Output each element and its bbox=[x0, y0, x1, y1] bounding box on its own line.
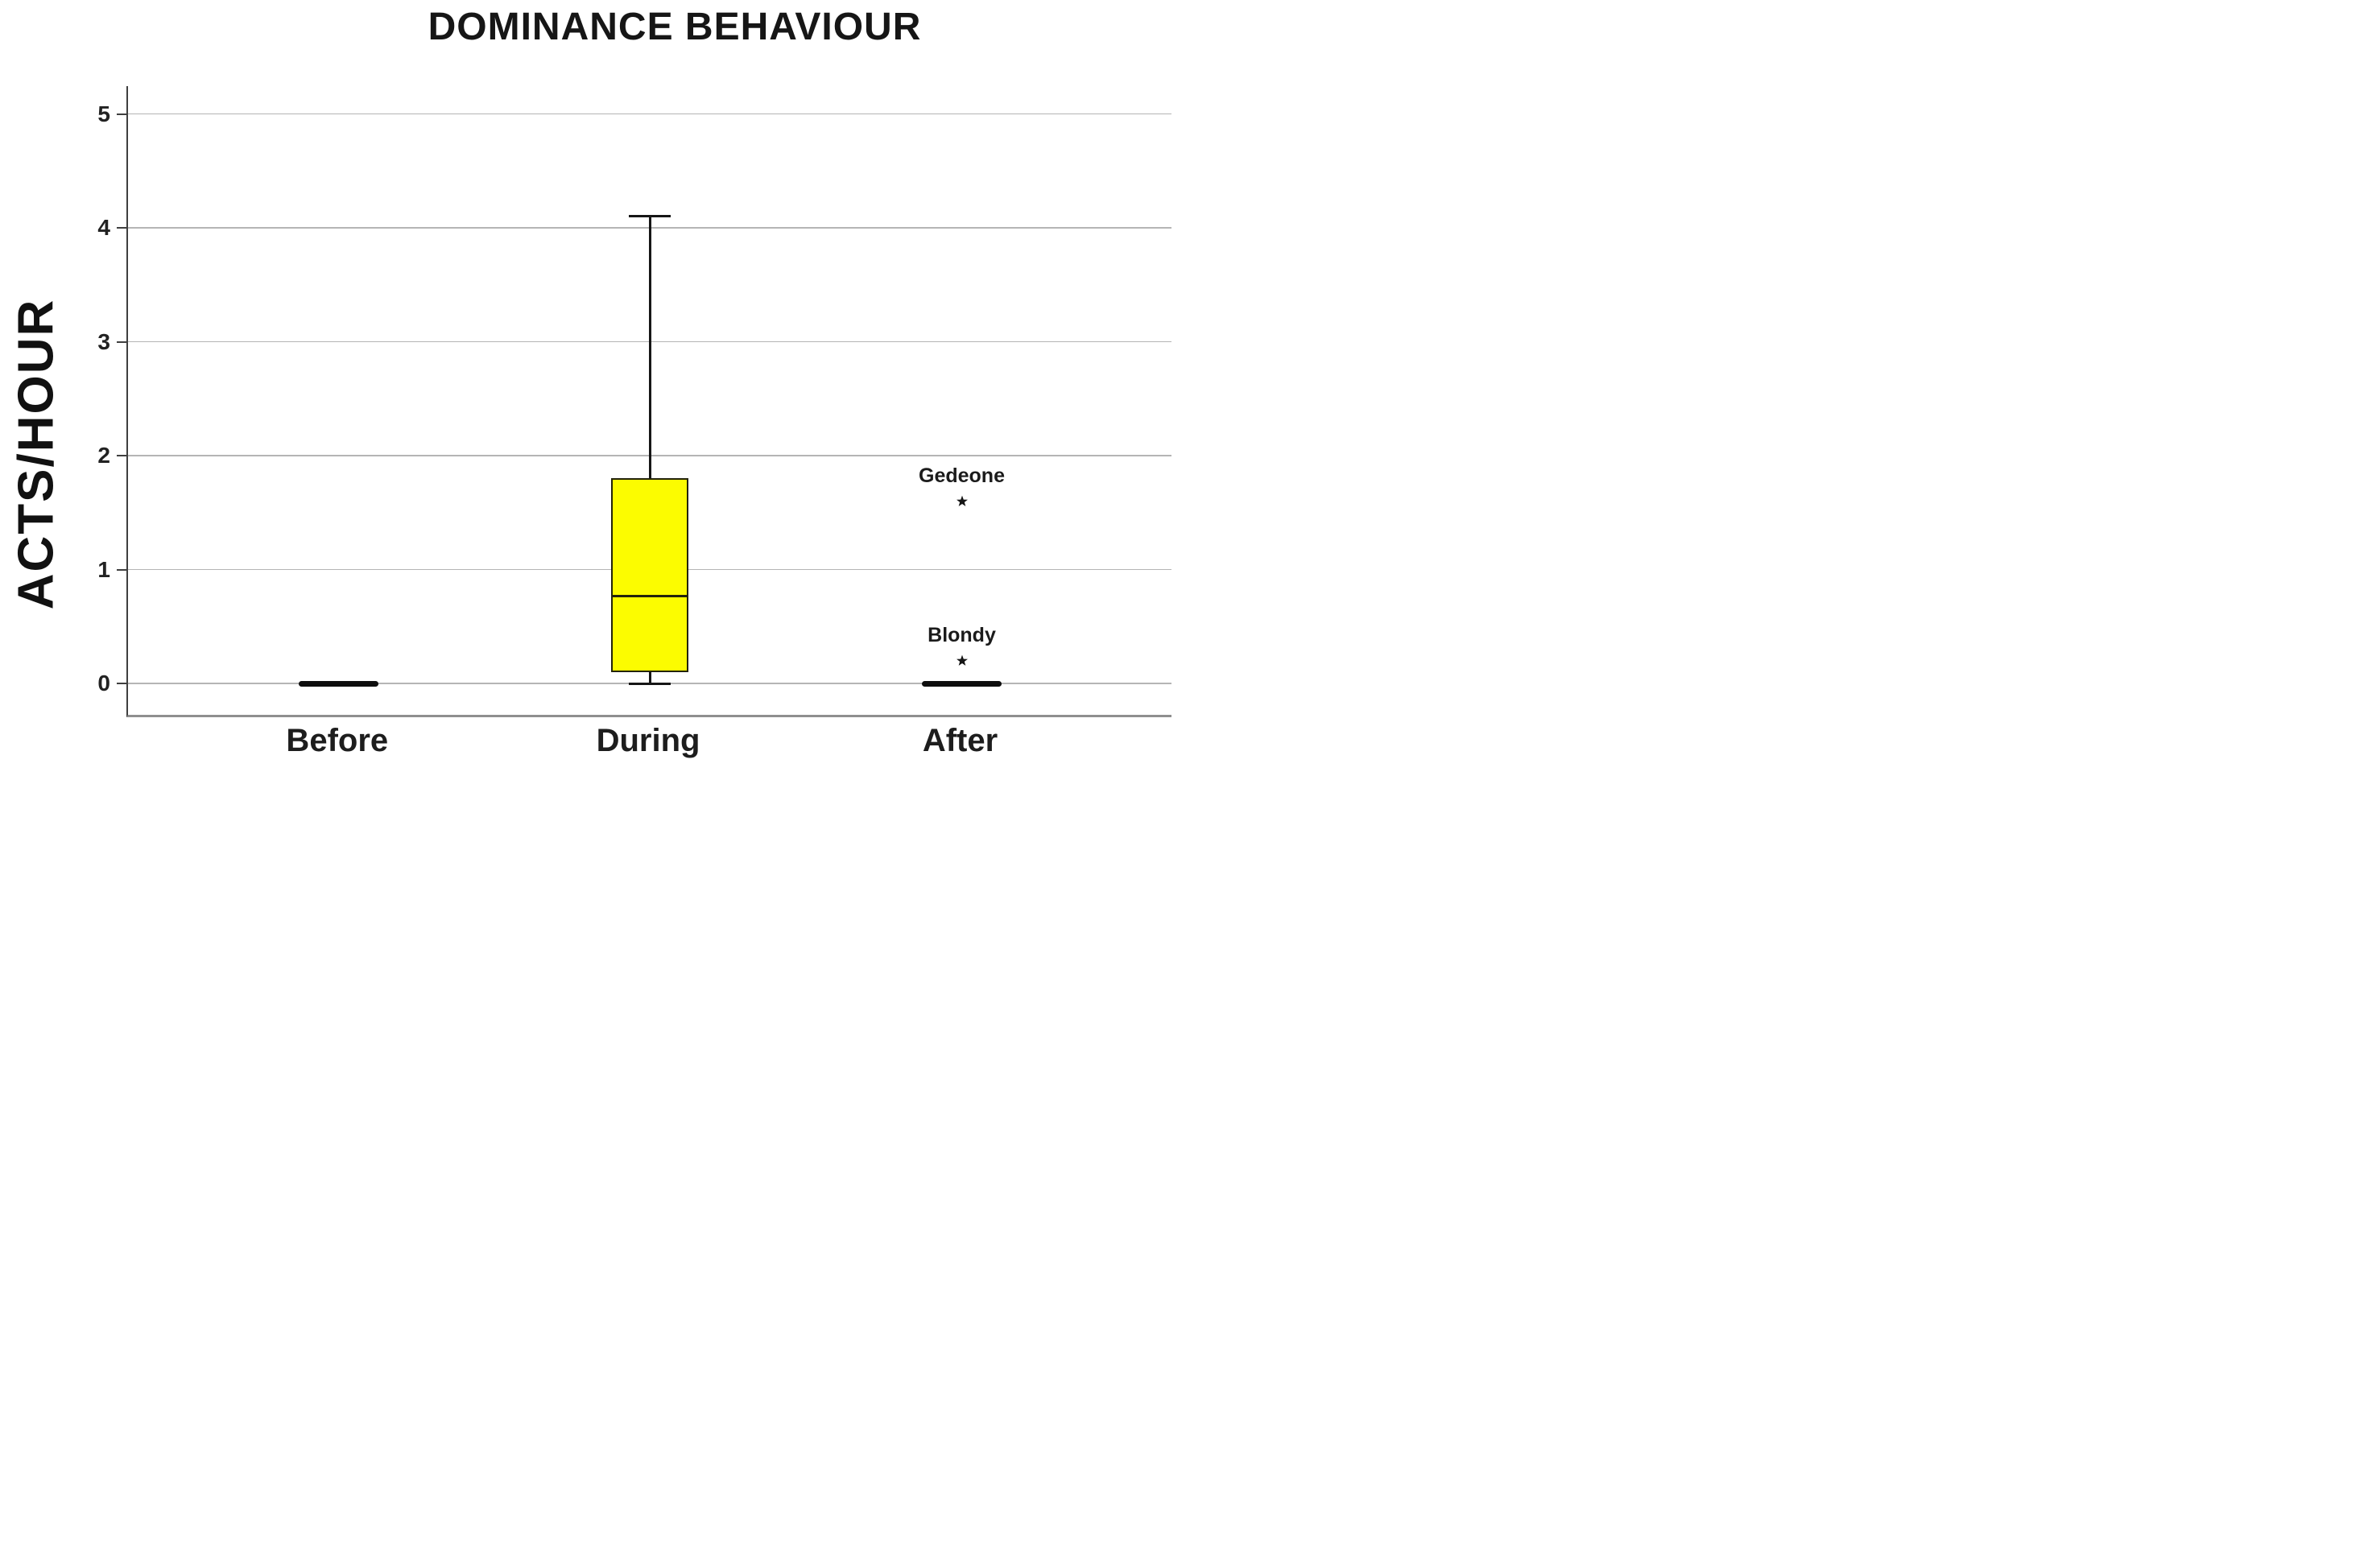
y-tick-mark bbox=[117, 683, 126, 684]
outlier-label: Gedeone bbox=[919, 464, 1005, 487]
lower-whisker-cap-during bbox=[629, 682, 671, 685]
plot-area: 0 1 2 3 4 5 Gedeone Blondy bbox=[97, 86, 1171, 717]
outlier-label: Blondy bbox=[928, 623, 996, 646]
star-icon bbox=[956, 654, 968, 666]
y-tick-mark bbox=[117, 455, 126, 456]
y-tick-label: 3 bbox=[97, 328, 110, 354]
x-category-label-during: During bbox=[596, 723, 700, 758]
y-tick-label: 0 bbox=[97, 671, 110, 696]
flat-box-after bbox=[922, 680, 1002, 687]
y-axis-title: ACTS/HOUR bbox=[8, 298, 64, 610]
boxplot-figure-page: { "chart_data": { "type": "boxplot", "ti… bbox=[0, 0, 1190, 776]
y-tick-mark bbox=[117, 113, 126, 115]
y-tick-label: 2 bbox=[97, 443, 110, 468]
x-category-label-after: After bbox=[922, 723, 998, 758]
y-tick-mark bbox=[117, 227, 126, 229]
outlier-star-marker bbox=[956, 495, 969, 508]
y-tick-label: 5 bbox=[97, 101, 110, 126]
x-category-label-before: Before bbox=[286, 723, 389, 758]
y-tick-mark bbox=[117, 341, 126, 343]
star-icon bbox=[956, 495, 968, 506]
iqr-box-during bbox=[611, 478, 688, 672]
outlier-star-marker bbox=[956, 654, 969, 667]
y-tick-mark bbox=[117, 568, 126, 571]
y-tick-label: 1 bbox=[97, 556, 110, 582]
upper-whisker-cap-during bbox=[629, 215, 671, 218]
upper-whisker-during bbox=[648, 216, 651, 479]
x-axis-labels: Before During After bbox=[126, 723, 1170, 771]
chart-title: DOMINANCE BEHAVIOUR bbox=[428, 6, 922, 48]
lower-whisker-during bbox=[648, 671, 651, 683]
median-line-during bbox=[611, 594, 688, 597]
flat-box-before bbox=[299, 680, 379, 687]
y-tick-label: 4 bbox=[97, 215, 110, 240]
gridline-y-5 bbox=[128, 113, 1171, 115]
